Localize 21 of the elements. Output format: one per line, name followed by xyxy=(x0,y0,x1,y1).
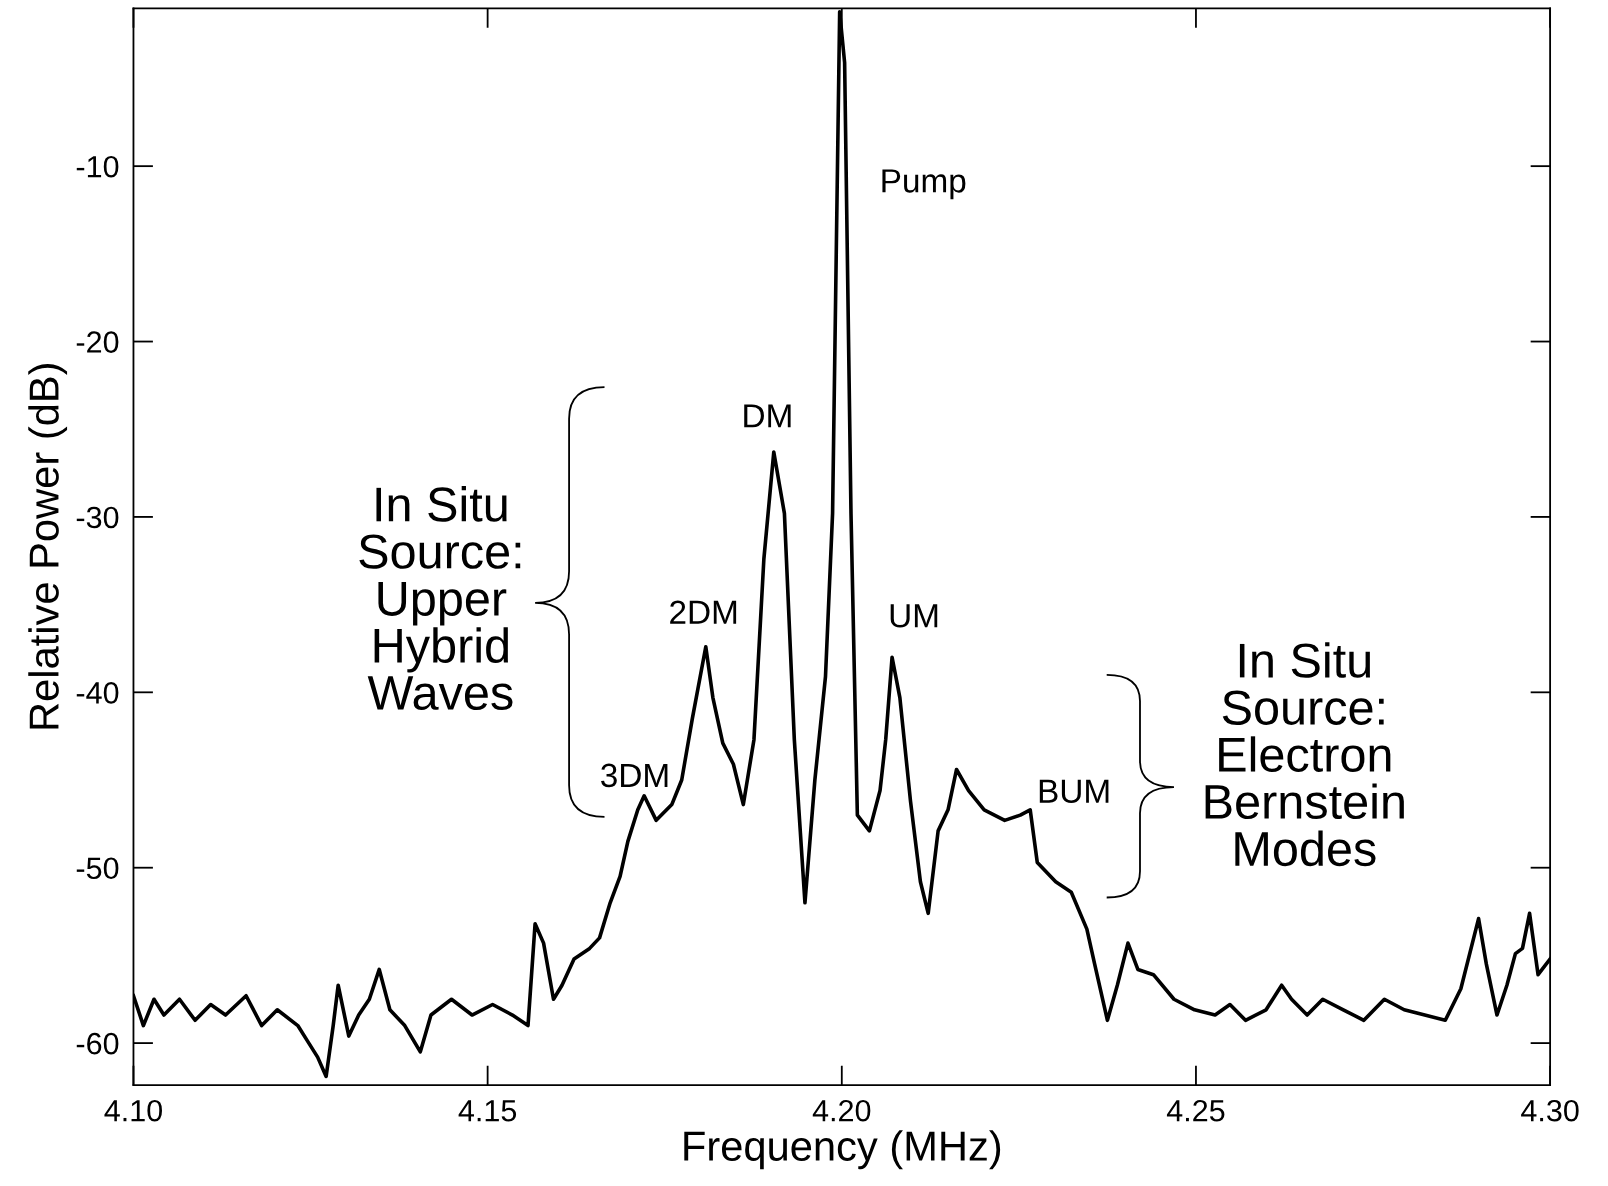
x-tick-label: 4.20 xyxy=(812,1099,871,1122)
annotation: In Situ Source: Electron Bernstein Modes xyxy=(1205,642,1404,867)
y-axis-title: Relative Power (dB) xyxy=(28,364,68,729)
annotation: Pump xyxy=(882,169,966,200)
annotation: 3DM xyxy=(601,763,668,788)
annotation: 2DM xyxy=(670,600,737,624)
x-axis-title: Frequency (MHz) xyxy=(684,1130,1001,1170)
y-tick-label: -20 xyxy=(76,331,119,353)
x-tick-label: 4.30 xyxy=(1521,1099,1579,1122)
x-tick-label: 4.25 xyxy=(1166,1099,1225,1122)
annotation: In Situ Source: Upper Hybrid Waves xyxy=(359,486,521,711)
x-tick-label: 4.15 xyxy=(458,1100,517,1122)
x-tick-label: 4.10 xyxy=(104,1099,163,1122)
annotation: UM xyxy=(890,604,938,628)
y-tick-label: -30 xyxy=(76,506,119,529)
annotation: BUM xyxy=(1039,779,1109,803)
y-tick-label: -10 xyxy=(76,155,119,178)
y-tick-label: -40 xyxy=(76,682,119,704)
annotation: DM xyxy=(744,404,791,428)
y-tick-label: -60 xyxy=(76,1032,119,1055)
y-tick-label: -50 xyxy=(76,857,119,880)
